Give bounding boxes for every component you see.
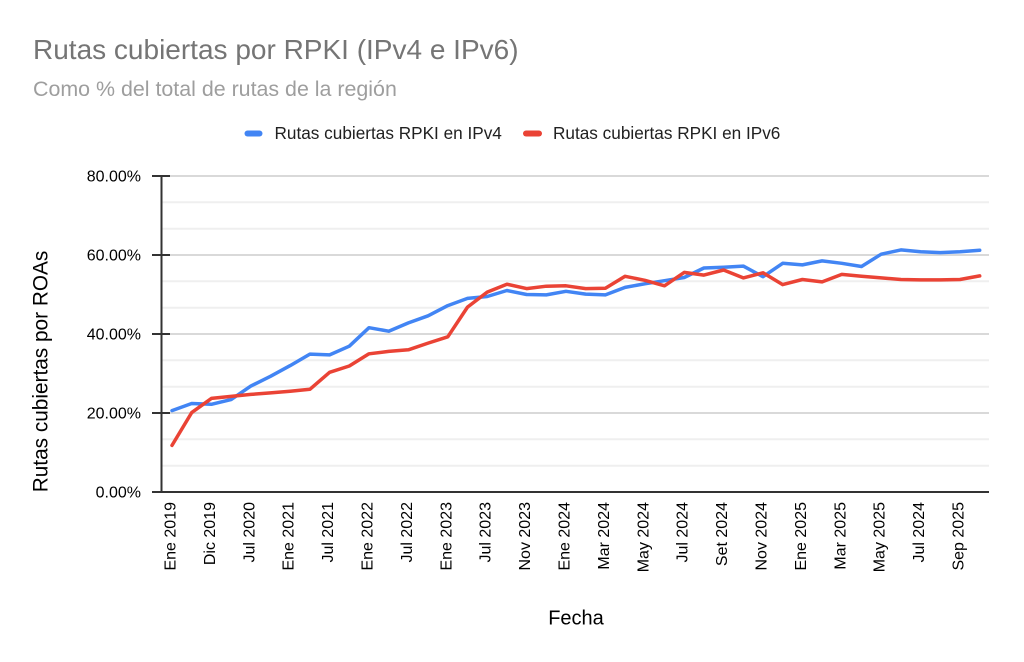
svg-text:Jul 2024: Jul 2024 (911, 502, 928, 563)
svg-text:40.00%: 40.00% (87, 327, 141, 344)
svg-text:Ene 2022: Ene 2022 (360, 502, 377, 571)
svg-text:Rutas cubiertas por RPKI (IPv4: Rutas cubiertas por RPKI (IPv4 e IPv6) (33, 34, 519, 65)
svg-text:Jul 2020: Jul 2020 (241, 502, 258, 563)
svg-text:Jul 2022: Jul 2022 (399, 502, 416, 563)
svg-text:80.00%: 80.00% (87, 169, 141, 186)
svg-text:Ene 2023: Ene 2023 (438, 502, 455, 571)
svg-text:Mar 2025: Mar 2025 (832, 502, 849, 570)
svg-text:Set 2024: Set 2024 (714, 502, 731, 566)
svg-text:May 2025: May 2025 (872, 502, 889, 572)
svg-text:Rutas cubiertas RPKI en IPv6: Rutas cubiertas RPKI en IPv6 (553, 123, 780, 143)
svg-text:60.00%: 60.00% (87, 248, 141, 265)
svg-text:Ene 2025: Ene 2025 (793, 502, 810, 571)
svg-text:Jul 2021: Jul 2021 (320, 502, 337, 563)
svg-text:Ene 2019: Ene 2019 (163, 502, 180, 571)
svg-text:Jul 2023: Jul 2023 (478, 502, 495, 563)
svg-text:Dic 2019: Dic 2019 (202, 502, 219, 565)
svg-text:Nov 2023: Nov 2023 (517, 502, 534, 571)
svg-text:Jul 2024: Jul 2024 (675, 502, 692, 563)
svg-text:Ene 2021: Ene 2021 (281, 502, 298, 571)
svg-text:Mar 2024: Mar 2024 (596, 502, 613, 570)
svg-text:Fecha: Fecha (548, 608, 604, 630)
svg-text:0.00%: 0.00% (96, 485, 141, 502)
svg-text:Rutas cubiertas por ROAs: Rutas cubiertas por ROAs (30, 251, 53, 493)
svg-text:Nov 2024: Nov 2024 (754, 502, 771, 571)
svg-text:Sep 2025: Sep 2025 (951, 502, 968, 571)
svg-text:Ene 2024: Ene 2024 (557, 502, 574, 571)
svg-text:May 2024: May 2024 (635, 502, 652, 572)
svg-text:Como % del total de rutas de l: Como % del total de rutas de la región (33, 77, 397, 101)
svg-text:20.00%: 20.00% (87, 406, 141, 423)
svg-text:Rutas cubiertas RPKI en IPv4: Rutas cubiertas RPKI en IPv4 (275, 123, 503, 143)
